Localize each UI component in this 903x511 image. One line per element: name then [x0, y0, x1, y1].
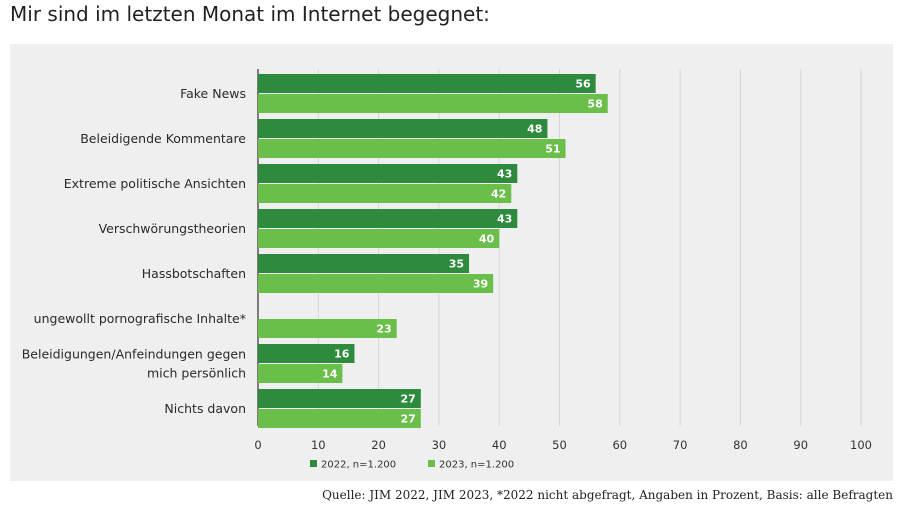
category-label: Beleidigungen/Anfeindungen gegen [22, 347, 246, 362]
bar-2022 [258, 209, 518, 228]
bar-2023 [258, 319, 397, 338]
data-label: 16 [334, 348, 350, 361]
bar-2022 [258, 164, 518, 183]
data-label: 58 [587, 98, 602, 111]
data-label: 56 [575, 78, 591, 91]
legend-label: 2022, n=1.200 [321, 460, 396, 471]
x-tick-label: 90 [793, 438, 808, 452]
legend-swatch [428, 460, 435, 467]
bar-2022 [258, 254, 470, 273]
x-tick-label: 70 [673, 438, 688, 452]
bar-2022 [258, 119, 548, 138]
bar-2022 [258, 74, 596, 93]
x-tick-label: 0 [254, 438, 261, 452]
category-label: Beleidigende Kommentare [80, 131, 246, 146]
x-tick-label: 10 [311, 438, 326, 452]
data-label: 27 [400, 393, 415, 406]
data-label: 35 [449, 258, 464, 271]
category-label: mich persönlich [147, 366, 246, 381]
x-tick-label: 20 [371, 438, 386, 452]
data-label: 42 [491, 188, 506, 201]
data-label: 39 [473, 278, 488, 291]
data-label: 48 [527, 123, 542, 136]
page-title: Mir sind im letzten Monat im Internet be… [10, 2, 490, 26]
chart-panel: 56 58 Fake News 48 51 Beleidigende Kommentare… [10, 44, 893, 481]
source-note: Quelle: JIM 2022, JIM 2023, *2022 nicht … [322, 488, 893, 502]
bar-2023 [258, 274, 494, 293]
data-label: 43 [497, 213, 512, 226]
x-tick-label: 100 [850, 438, 872, 452]
bar-2023 [258, 184, 512, 203]
bar-2022 [258, 389, 421, 408]
x-tick-label: 50 [552, 438, 567, 452]
legend-swatch [310, 460, 317, 467]
data-label: 51 [545, 143, 560, 156]
x-tick-label: 30 [432, 438, 447, 452]
bar-2022 [258, 344, 355, 363]
legend-label: 2023, n=1.200 [439, 460, 514, 471]
category-label: Verschwörungstheorien [99, 221, 246, 236]
bar-2023 [258, 139, 566, 158]
bar-2023 [258, 229, 500, 248]
data-label: 27 [400, 413, 415, 426]
data-label: 14 [322, 368, 338, 381]
x-tick-label: 80 [733, 438, 748, 452]
data-label: 43 [497, 168, 512, 181]
bar-2023 [258, 409, 421, 428]
x-tick-label: 40 [492, 438, 507, 452]
data-label: 40 [479, 233, 495, 246]
category-label: Extreme politische Ansichten [64, 176, 246, 191]
bar-2023 [258, 94, 608, 113]
x-tick-label: 60 [612, 438, 627, 452]
bar-2023 [258, 364, 343, 383]
category-label: ungewollt pornografische Inhalte* [34, 311, 246, 326]
data-label: 23 [376, 323, 391, 336]
category-label: Nichts davon [164, 401, 246, 416]
category-label: Hassbotschaften [142, 266, 246, 281]
category-label: Fake News [180, 86, 246, 101]
